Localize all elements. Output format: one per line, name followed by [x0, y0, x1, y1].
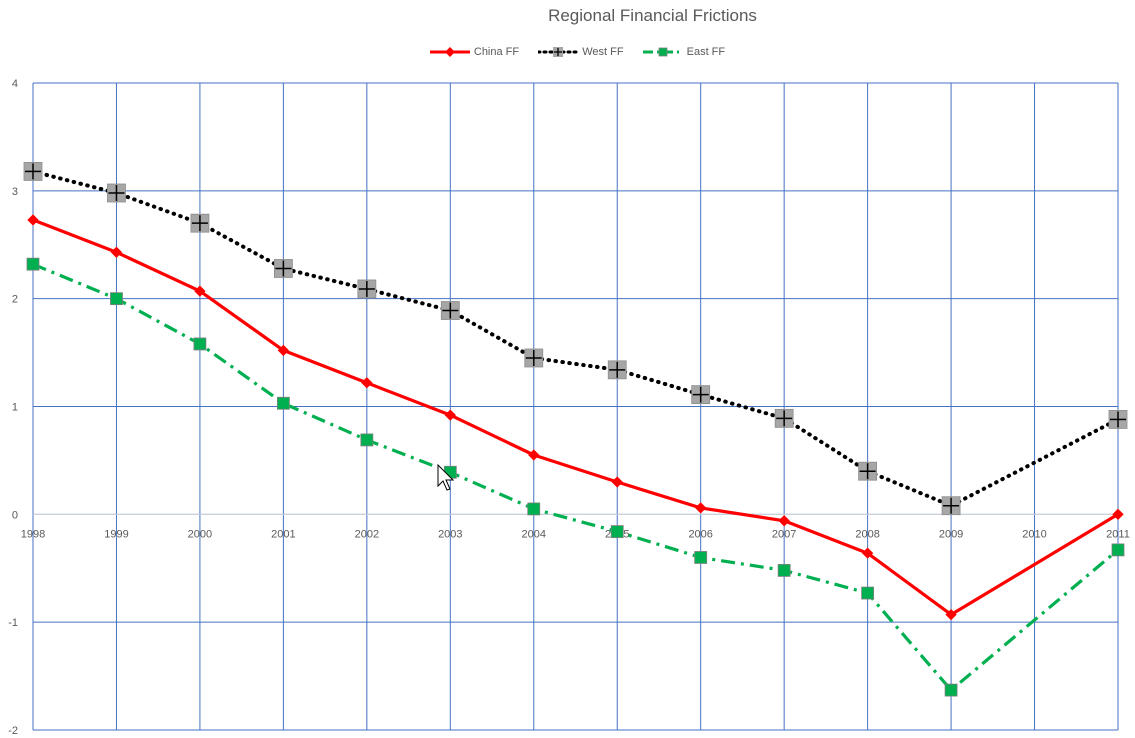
x-tick-label: 2003 — [438, 528, 462, 540]
x-tick-label: 2011 — [1106, 528, 1130, 540]
legend-label-east: East FF — [686, 46, 726, 58]
x-tick-label: 2008 — [855, 528, 879, 540]
point-china — [277, 344, 290, 357]
point-east — [944, 683, 958, 697]
legend-label-china: China FF — [473, 46, 520, 58]
point-west — [440, 301, 460, 320]
y-tick-label: -1 — [8, 617, 18, 629]
point-east — [26, 257, 40, 271]
y-tick-label: 2 — [12, 294, 18, 306]
point-west — [357, 279, 377, 299]
legend-label-west: West FF — [582, 46, 624, 58]
point-west — [190, 213, 210, 233]
y-tick-label: 3 — [12, 186, 18, 198]
series-layer — [23, 162, 1128, 697]
point-west — [1108, 410, 1128, 429]
point-west — [107, 183, 126, 203]
x-tick-label: 1998 — [21, 528, 45, 540]
point-west — [858, 461, 878, 481]
point-china — [110, 246, 123, 258]
legend: China FF West FF East FF — [0, 46, 1135, 61]
legend-item-east: East FF — [642, 46, 726, 58]
point-east — [861, 586, 875, 600]
point-china — [194, 285, 206, 297]
legend-swatch-china — [429, 47, 470, 57]
x-tick-label: 2001 — [271, 528, 295, 540]
point-west — [23, 162, 43, 181]
gridlines — [32, 82, 1119, 731]
point-east — [777, 564, 791, 577]
point-east — [527, 502, 541, 516]
point-east — [610, 525, 624, 538]
y-tick-label: -2 — [8, 725, 18, 737]
x-tick-label: 2004 — [522, 528, 546, 540]
y-tick-label: 1 — [12, 402, 18, 414]
legend-swatch-west — [538, 47, 579, 57]
series-line-east — [32, 262, 1120, 692]
y-axis-ticks: 4 3 2 1 0 -1 -2 — [8, 78, 18, 737]
chart-title: Regional Financial Frictions — [548, 6, 757, 25]
point-china — [1112, 508, 1124, 520]
x-tick-label: 2009 — [939, 528, 963, 540]
point-china — [695, 502, 707, 514]
point-china — [945, 608, 957, 621]
x-tick-label: 2000 — [188, 528, 212, 540]
x-tick-label: 2002 — [355, 528, 379, 540]
point-east — [276, 396, 290, 410]
x-tick-label: 1999 — [104, 528, 128, 540]
x-axis-ticks: 1998199920002001200220032004200520062007… — [21, 528, 1130, 540]
point-west — [691, 385, 711, 405]
point-china — [444, 409, 456, 421]
legend-item-china: China FF — [429, 46, 520, 58]
point-west — [273, 259, 293, 278]
point-east — [1111, 543, 1125, 557]
point-china — [778, 515, 790, 527]
mouse-cursor-icon — [437, 464, 455, 491]
y-tick-label: 4 — [12, 78, 18, 90]
point-east — [110, 292, 123, 306]
legend-swatch-east — [642, 47, 683, 57]
point-east — [360, 433, 374, 447]
point-west — [524, 348, 544, 368]
point-east — [193, 337, 207, 351]
x-tick-label: 2010 — [1022, 528, 1046, 540]
y-tick-label: 0 — [12, 509, 18, 521]
point-china — [611, 476, 623, 488]
point-china — [861, 547, 874, 559]
legend-item-west: West FF — [538, 46, 624, 58]
point-china — [361, 377, 373, 389]
point-west — [607, 360, 627, 380]
point-china — [27, 214, 39, 226]
point-west — [941, 496, 961, 516]
x-tick-label: 2006 — [688, 528, 712, 540]
point-china — [528, 449, 540, 461]
x-tick-label: 2007 — [772, 528, 796, 540]
point-east — [694, 551, 708, 564]
series-line-china — [32, 218, 1119, 617]
point-west — [774, 408, 794, 428]
